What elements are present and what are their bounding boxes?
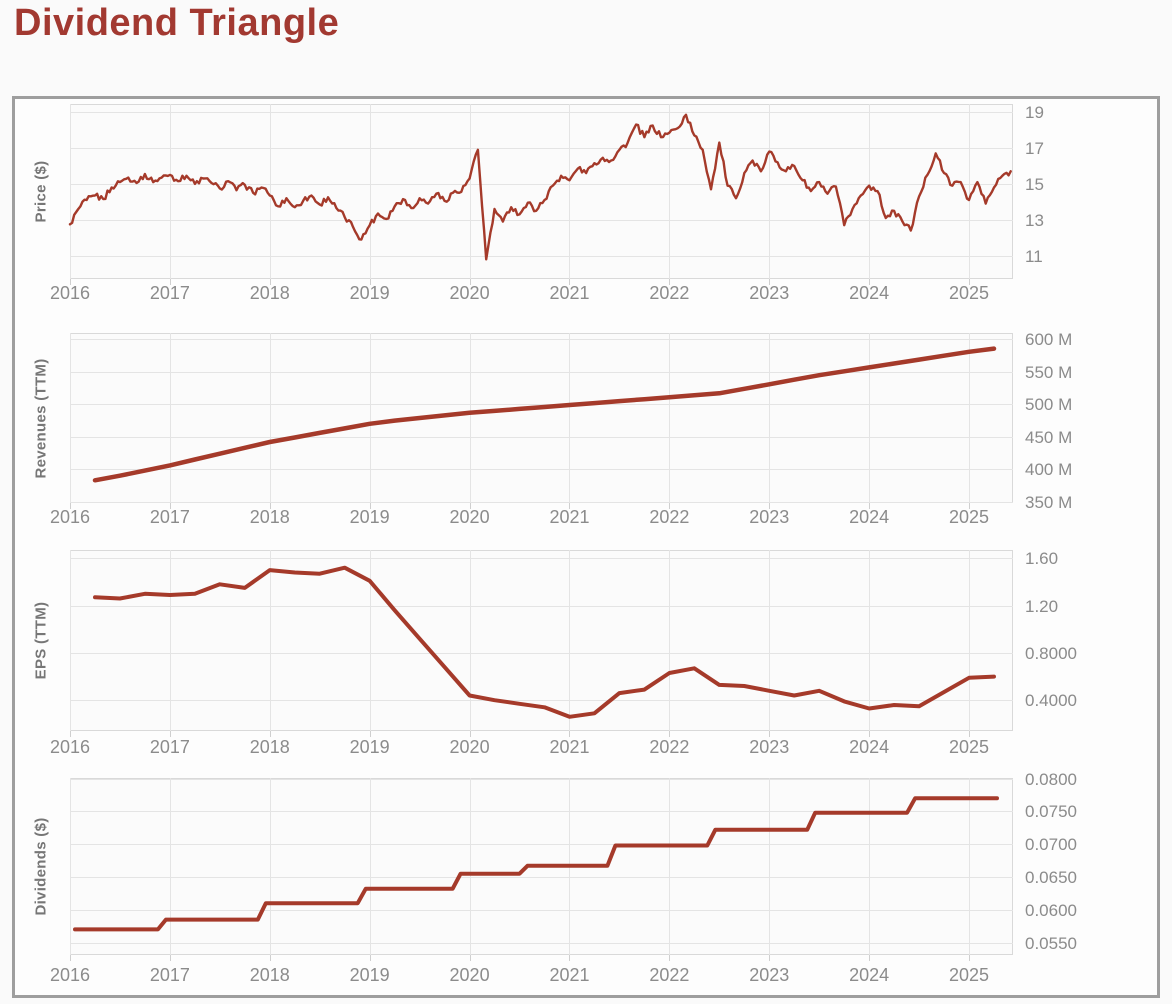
x-tick-label-revenues: 2020	[449, 507, 490, 527]
x-tick-label-revenues: 2019	[349, 507, 390, 527]
axis-title-price: Price ($)	[32, 160, 50, 223]
x-tick-label-dividends: 2019	[349, 965, 390, 985]
y-tick-label-price: 13	[1025, 210, 1044, 230]
x-tick-label-revenues: 2018	[249, 507, 290, 527]
y-tick-label-revenues: 350 M	[1025, 492, 1073, 512]
y-tick-label-revenues: 450 M	[1025, 427, 1073, 447]
y-tick-label-dividends: 0.0650	[1025, 867, 1077, 887]
dividends-line	[73, 796, 999, 932]
x-tick-label-eps: 2022	[649, 737, 690, 757]
y-tick-label-dividends: 0.0550	[1025, 933, 1077, 953]
x-tick-label-revenues: 2017	[149, 507, 190, 527]
x-tick-label-price: 2019	[349, 283, 390, 303]
y-tick-label-revenues: 500 M	[1025, 395, 1073, 415]
x-tick-label-dividends: 2021	[549, 965, 590, 985]
y-tick-label-eps: 1.60	[1025, 549, 1059, 569]
x-tick-label-eps: 2018	[249, 737, 290, 757]
y-tick-label-price: 15	[1025, 174, 1044, 194]
x-tick-label-revenues: 2022	[649, 507, 690, 527]
y-tick-label-dividends: 0.0750	[1025, 802, 1077, 822]
y-tick-label-eps: 0.4000	[1025, 691, 1077, 711]
x-tick-label-revenues: 2025	[949, 507, 990, 527]
x-tick-label-price: 2023	[749, 283, 790, 303]
x-tick-label-dividends: 2016	[49, 965, 91, 985]
axis-title-revenues: Revenues (TTM)	[32, 357, 50, 479]
x-tick-label-price: 2025	[949, 283, 990, 303]
x-tick-label-dividends: 2020	[449, 965, 490, 985]
x-tick-label-eps: 2023	[749, 737, 790, 757]
x-tick-label-dividends: 2022	[649, 965, 690, 985]
x-tick-label-dividends: 2017	[149, 965, 190, 985]
x-tick-label-price: 2022	[649, 283, 690, 303]
x-tick-label-revenues: 2021	[549, 507, 590, 527]
x-tick-label-price: 2020	[449, 283, 490, 303]
y-tick-label-dividends: 0.0800	[1025, 769, 1077, 789]
y-tick-label-eps: 0.8000	[1025, 643, 1077, 663]
y-tick-label-dividends: 0.0700	[1025, 835, 1077, 855]
revenues-line	[92, 346, 997, 483]
axis-title-eps: EPS (TTM)	[32, 601, 50, 680]
x-tick-label-dividends: 2023	[749, 965, 790, 985]
y-tick-label-eps: 1.20	[1025, 596, 1059, 616]
x-tick-label-price: 2021	[549, 283, 590, 303]
dividend-triangle-card: Price ($) 19 17 15 13 11 2016 2017 2018 2019 2020 2…	[12, 96, 1160, 998]
axis-title-dividends: Dividends ($)	[32, 817, 50, 916]
x-tick-label-revenues: 2023	[749, 507, 790, 527]
y-tick-label-dividends: 0.0600	[1025, 900, 1077, 920]
x-tick-label-price: 2024	[849, 283, 890, 303]
price-plot[interactable]	[68, 104, 1013, 285]
x-tick-label-price: 2018	[249, 283, 290, 303]
x-tick-label-price: 2017	[149, 283, 190, 303]
y-tick-label-revenues: 600 M	[1025, 330, 1073, 350]
eps-line	[93, 565, 996, 719]
x-tick-label-revenues: 2016	[49, 507, 91, 527]
x-tick-label-eps: 2024	[849, 737, 890, 757]
x-tick-label-price: 2016	[49, 283, 91, 303]
price-line	[68, 113, 1012, 261]
x-tick-label-eps: 2017	[149, 737, 190, 757]
y-tick-label-price: 17	[1025, 138, 1044, 158]
x-tick-label-revenues: 2024	[849, 507, 890, 527]
y-tick-label-price: 19	[1025, 103, 1044, 123]
revenues-plot[interactable]	[70, 333, 1013, 509]
x-tick-label-eps: 2016	[49, 737, 91, 757]
x-tick-label-eps: 2025	[949, 737, 990, 757]
x-tick-label-eps: 2019	[349, 737, 390, 757]
y-tick-label-revenues: 550 M	[1025, 362, 1073, 382]
dividends-plot[interactable]	[70, 778, 1013, 961]
y-tick-label-revenues: 400 M	[1025, 460, 1073, 480]
x-tick-label-eps: 2020	[449, 737, 490, 757]
x-tick-label-dividends: 2025	[949, 965, 990, 985]
x-tick-label-eps: 2021	[549, 737, 590, 757]
eps-plot[interactable]	[70, 550, 1013, 737]
page-title: Dividend Triangle	[14, 2, 340, 44]
y-tick-label-price: 11	[1025, 246, 1043, 266]
x-tick-label-dividends: 2024	[849, 965, 890, 985]
x-tick-label-dividends: 2018	[249, 965, 290, 985]
